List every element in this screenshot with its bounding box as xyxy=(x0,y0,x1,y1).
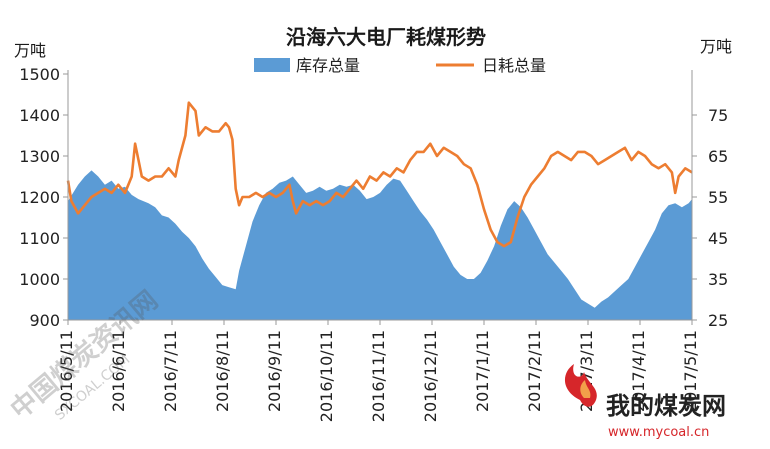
x-tick-label: 2016/8/11 xyxy=(213,330,232,412)
x-tick-label: 2016/5/11 xyxy=(57,330,76,412)
x-tick-label: 2016/11/11 xyxy=(369,330,388,422)
x-tick-label: 2017/1/11 xyxy=(473,330,492,412)
left-tick-label: 900 xyxy=(29,311,60,330)
left-axis-unit: 万吨 xyxy=(14,41,46,60)
logo-url: www.mycoal.cn xyxy=(608,425,709,440)
legend-label-consumption: 日耗总量 xyxy=(482,56,546,75)
x-tick-label: 2016/10/11 xyxy=(317,330,336,422)
x-tick-label: 2017/5/11 xyxy=(681,330,700,412)
right-tick-label: 75 xyxy=(708,106,728,125)
right-tick-label: 65 xyxy=(708,147,728,166)
x-tick-label: 2016/12/11 xyxy=(421,330,440,422)
right-tick-label: 35 xyxy=(708,270,728,289)
flame-inner-icon xyxy=(580,380,591,398)
right-axis-unit: 万吨 xyxy=(700,37,732,56)
x-tick-label: 2016/6/11 xyxy=(109,330,128,412)
right-axis-ticks: 75 65 55 45 35 25 xyxy=(692,106,728,330)
legend-swatch-inventory xyxy=(254,58,290,72)
consumption-line-layer xyxy=(66,101,693,248)
left-tick-label: 1300 xyxy=(19,147,60,166)
mycoal-logo: 我的煤炭网 www.mycoal.cn xyxy=(564,364,726,440)
right-tick-label: 45 xyxy=(708,229,728,248)
legend-label-inventory: 库存总量 xyxy=(296,56,360,75)
x-tick-label: 2016/9/11 xyxy=(265,330,284,412)
x-tick-label: 2017/2/11 xyxy=(525,330,544,412)
right-tick-label: 25 xyxy=(708,311,728,330)
left-tick-label: 1500 xyxy=(19,65,60,84)
logo-name: 我的煤炭网 xyxy=(606,392,726,420)
left-tick-label: 1000 xyxy=(19,270,60,289)
left-tick-label: 1100 xyxy=(19,229,60,248)
left-axis-ticks: 1500 1400 1300 1200 1100 1000 900 xyxy=(19,65,68,330)
x-tick-label: 2017/4/11 xyxy=(629,330,648,412)
consumption-line xyxy=(66,101,693,248)
x-tick-label: 2016/7/11 xyxy=(161,330,180,412)
left-tick-label: 1200 xyxy=(19,188,60,207)
inventory-area-layer xyxy=(68,170,692,320)
x-axis-ticks: 2016/5/11 2016/6/11 2016/7/11 2016/8/11 2016… xyxy=(57,320,700,422)
inventory-area xyxy=(68,170,692,320)
legend: 库存总量 日耗总量 xyxy=(254,56,546,75)
right-tick-label: 55 xyxy=(708,188,728,207)
chart-title: 沿海六大电厂耗煤形势 xyxy=(286,25,486,49)
left-tick-label: 1400 xyxy=(19,106,60,125)
